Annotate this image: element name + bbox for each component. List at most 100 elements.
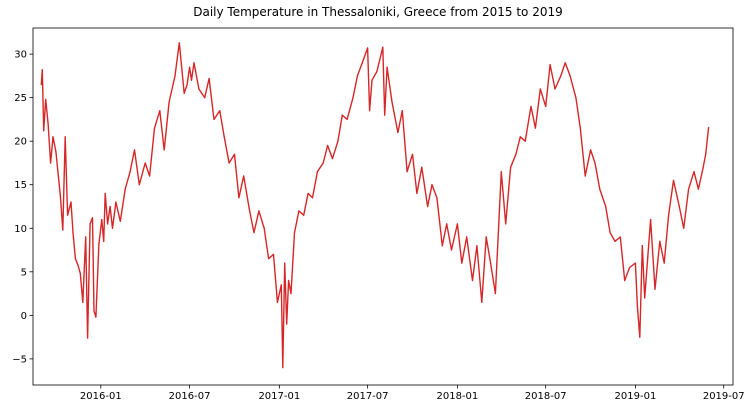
- data-point: [41, 69, 43, 71]
- data-point: [466, 236, 468, 238]
- data-point: [481, 301, 483, 303]
- data-point: [590, 149, 592, 151]
- data-point: [228, 162, 230, 164]
- data-point: [609, 232, 611, 234]
- data-point: [119, 220, 121, 222]
- y-tick-label: 20: [14, 137, 27, 148]
- data-point: [178, 42, 180, 44]
- data-point: [311, 197, 314, 199]
- data-point: [276, 301, 278, 303]
- data-point: [510, 166, 512, 168]
- data-point: [233, 153, 236, 155]
- data-point: [62, 229, 64, 231]
- data-point: [59, 194, 61, 196]
- data-point: [193, 62, 195, 64]
- data-point: [303, 214, 305, 216]
- data-point: [77, 264, 79, 266]
- data-point: [149, 175, 151, 177]
- data-point: [446, 223, 448, 225]
- data-point: [133, 149, 136, 151]
- data-point: [168, 101, 170, 103]
- data-point: [87, 337, 89, 339]
- data-point: [634, 262, 637, 264]
- data-point: [64, 136, 66, 138]
- data-point: [411, 153, 414, 155]
- data-point: [641, 245, 643, 247]
- data-point: [189, 66, 191, 68]
- data-point: [138, 184, 140, 186]
- data-point: [322, 162, 324, 164]
- data-point: [82, 301, 84, 303]
- data-point: [282, 367, 284, 369]
- data-point: [45, 98, 47, 100]
- data-point: [693, 171, 695, 173]
- data-point: [659, 240, 661, 242]
- data-point: [708, 126, 710, 128]
- data-point: [624, 279, 626, 282]
- data-point: [441, 245, 443, 247]
- data-point: [367, 47, 369, 49]
- data-point: [85, 236, 87, 238]
- data-point: [545, 105, 547, 107]
- data-point: [57, 171, 59, 173]
- y-tick-label: 15: [14, 180, 27, 191]
- data-point: [549, 64, 551, 66]
- data-point: [213, 118, 215, 120]
- data-point: [290, 293, 292, 295]
- data-point: [427, 205, 429, 208]
- x-axis: 2016-01 2016-07 2017-01 2017-07 2018-01 2018-…: [80, 385, 745, 402]
- data-point: [74, 258, 76, 260]
- data-point: [115, 201, 117, 203]
- data-point: [219, 110, 221, 112]
- y-tick-label: 0: [21, 311, 27, 322]
- data-point: [50, 162, 52, 164]
- x-tick-label: 2018-01: [436, 391, 478, 400]
- data-point: [55, 151, 57, 153]
- data-point: [243, 175, 245, 177]
- x-tick-label: 2019-01: [615, 391, 657, 400]
- data-point: [89, 223, 91, 225]
- temperature-series-line: [40, 42, 710, 369]
- data-point: [560, 75, 562, 77]
- x-tick-label: 2017-01: [258, 391, 300, 400]
- data-point: [40, 84, 42, 86]
- data-point: [327, 144, 329, 147]
- y-tick-label: 5: [21, 267, 27, 278]
- data-point: [129, 171, 131, 173]
- data-point: [594, 162, 596, 164]
- data-point: [450, 249, 453, 251]
- data-point: [534, 127, 537, 129]
- data-point: [268, 258, 270, 260]
- data-point: [307, 192, 309, 194]
- data-point: [72, 232, 74, 234]
- data-point: [702, 166, 704, 168]
- data-point: [316, 171, 318, 173]
- data-point: [258, 210, 260, 212]
- data-point: [683, 227, 685, 229]
- data-point: [70, 201, 72, 203]
- data-point: [629, 266, 631, 269]
- data-point: [515, 153, 517, 155]
- data-point: [198, 88, 200, 90]
- data-point: [163, 149, 165, 151]
- data-point: [280, 284, 282, 286]
- data-point: [494, 293, 496, 295]
- data-point: [382, 46, 384, 48]
- data-point: [341, 114, 343, 116]
- data-point: [186, 84, 188, 86]
- data-point: [636, 306, 639, 308]
- data-point: [705, 153, 707, 155]
- data-point: [52, 136, 54, 138]
- data-point: [204, 97, 206, 99]
- data-point: [107, 223, 109, 225]
- data-point: [93, 310, 95, 312]
- data-point: [605, 205, 607, 208]
- data-point: [436, 197, 438, 199]
- y-tick-label: 25: [14, 93, 27, 104]
- data-point: [67, 214, 69, 216]
- data-point: [238, 197, 240, 199]
- data-point: [369, 110, 371, 112]
- data-point: [352, 97, 354, 99]
- x-tick-label: 2018-07: [525, 391, 567, 400]
